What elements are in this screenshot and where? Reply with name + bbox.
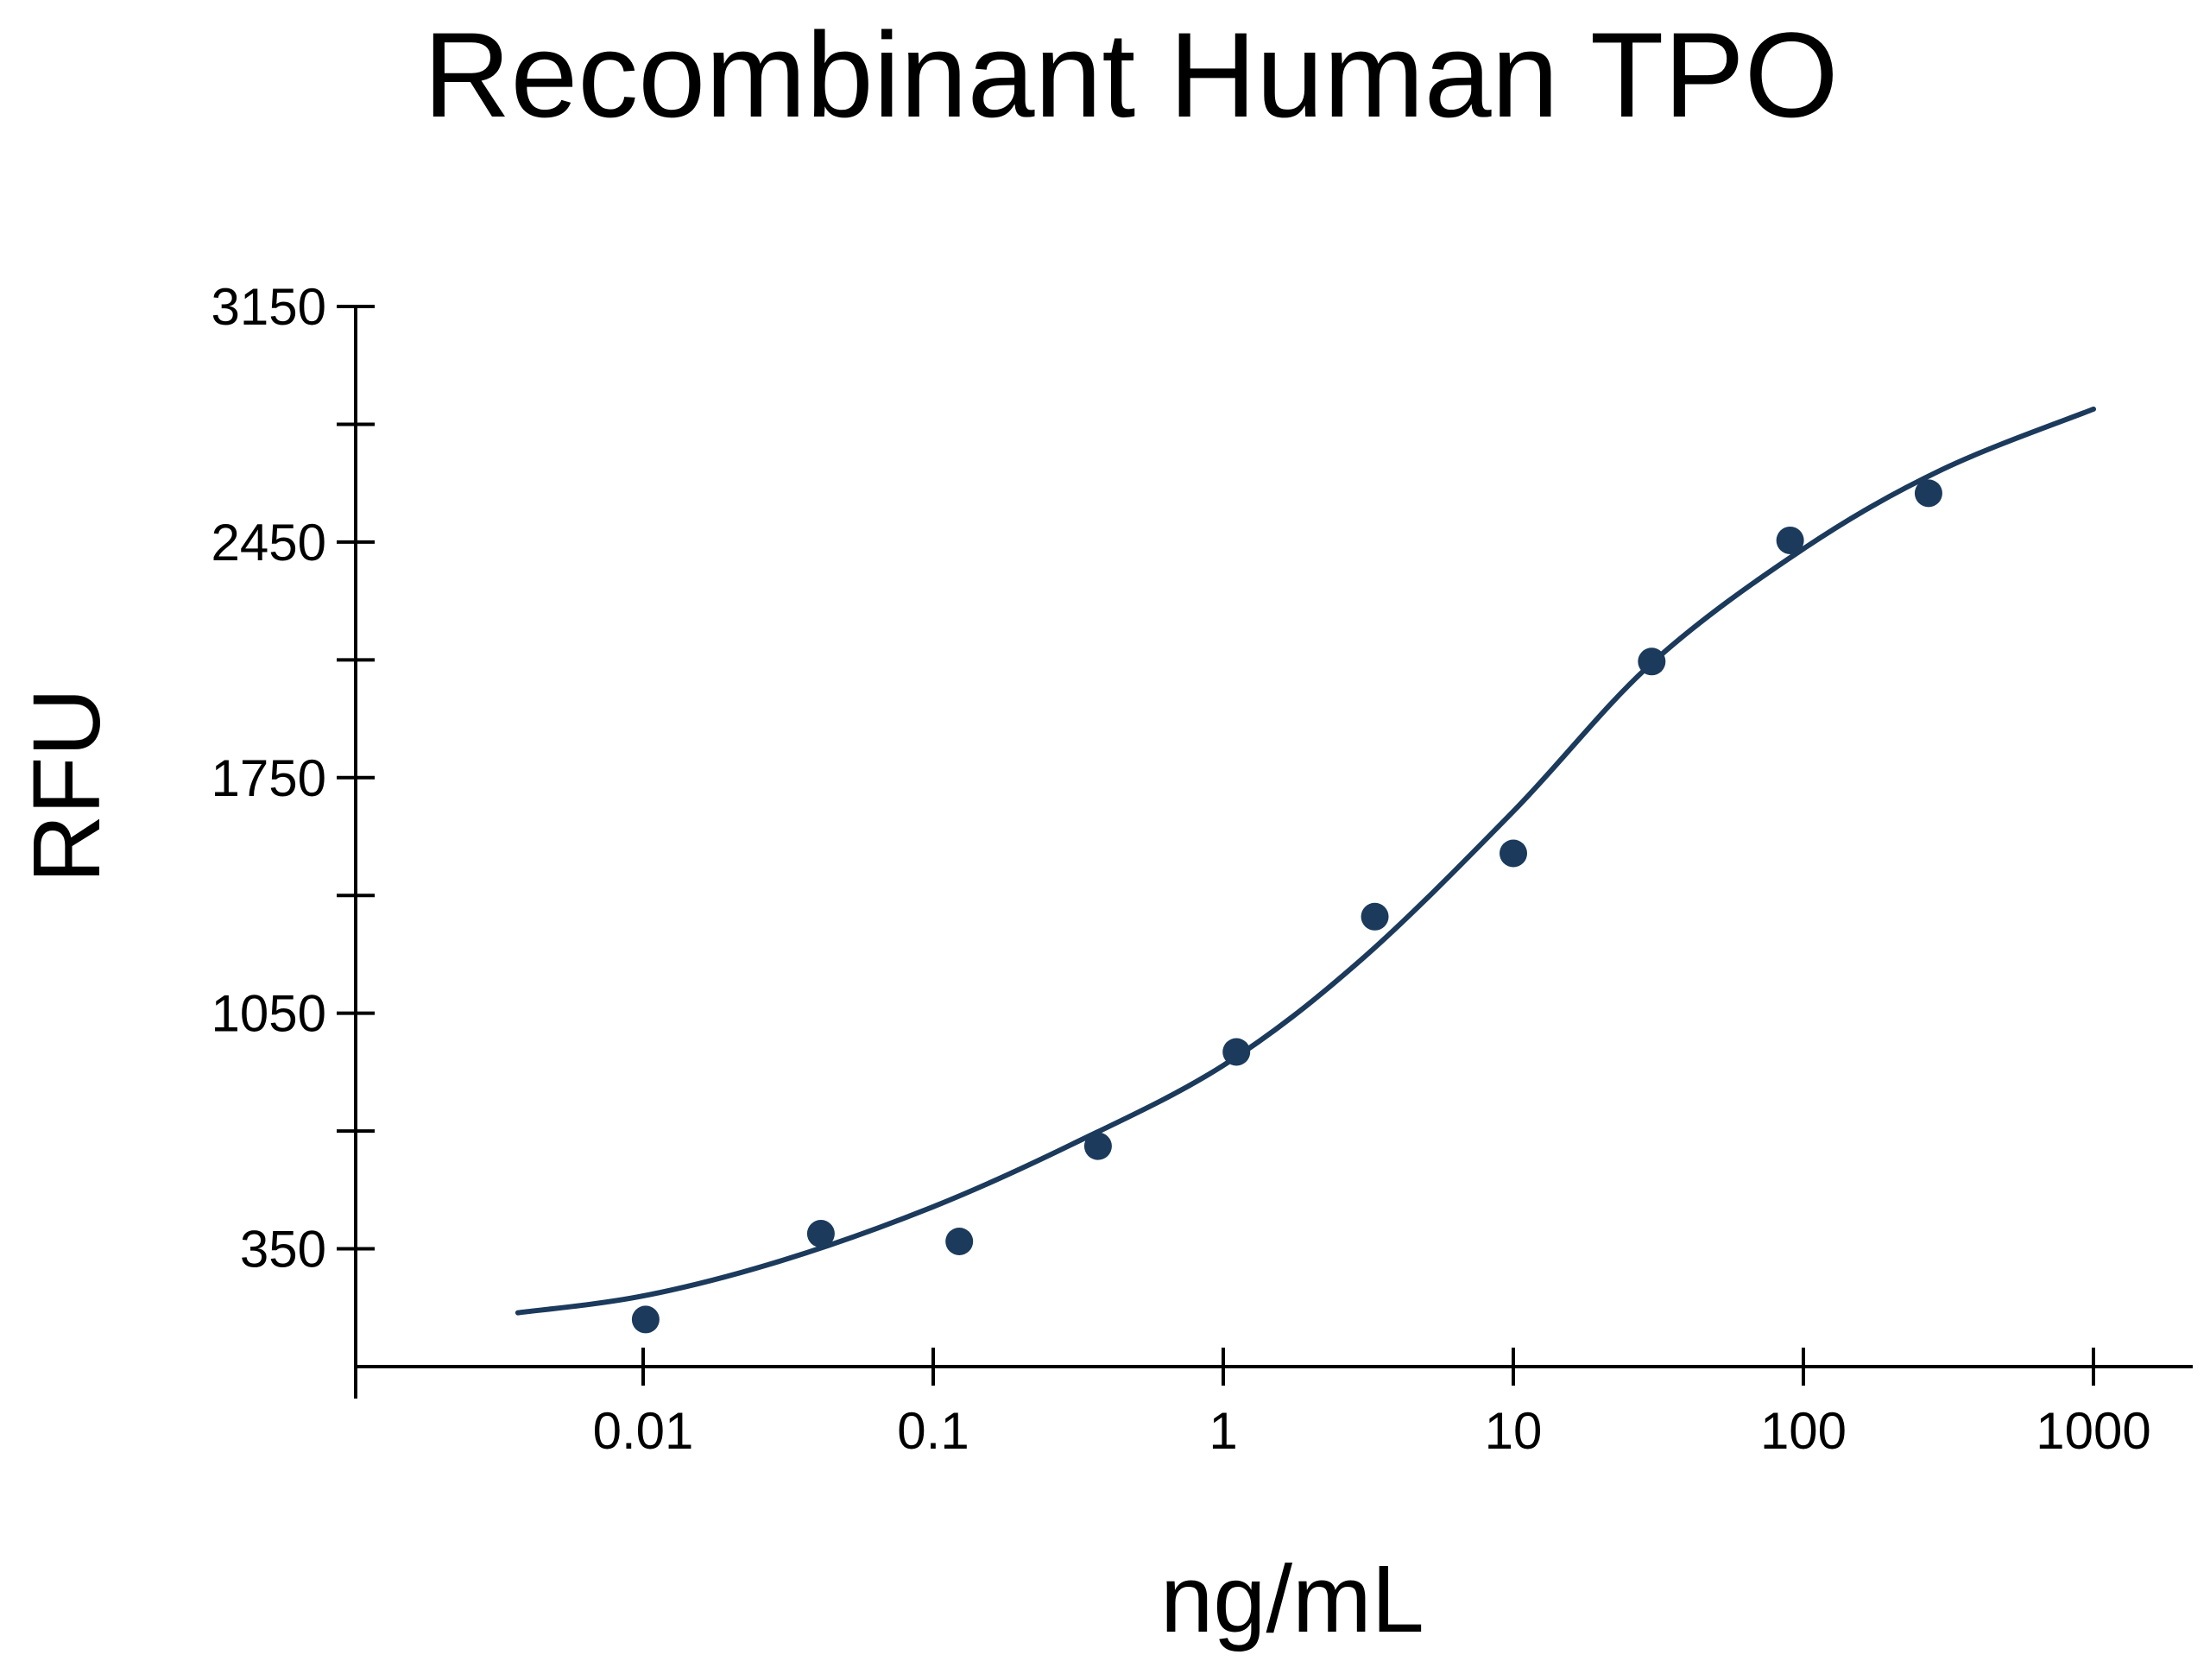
y-tick-label-2: 1050	[212, 985, 326, 1043]
data-point-2	[945, 1227, 974, 1255]
data-points-layer	[631, 479, 1942, 1334]
fit-curve-layer	[515, 406, 2096, 1316]
x-tick-label-0: 0.01	[593, 1402, 694, 1460]
y-tick-label-4: 1750	[212, 749, 326, 807]
y-tick-label-0: 350	[240, 1221, 326, 1279]
fit-curve	[515, 406, 2096, 1316]
x-axis-label: ng/mL	[1160, 1546, 1424, 1652]
y-axis-label: RFU	[14, 688, 120, 883]
data-point-7	[1638, 647, 1666, 676]
x-tick-label-3: 10	[1485, 1402, 1543, 1460]
chart-title: Recombinant Human TPO	[423, 7, 1838, 142]
data-point-8	[1776, 526, 1804, 554]
data-point-5	[1361, 902, 1389, 931]
y-tick-label-6: 2450	[212, 514, 326, 572]
y-ticks: 350 1050 1750 2450 3150	[212, 278, 375, 1279]
data-point-1	[806, 1220, 835, 1248]
x-tick-label-4: 100	[1760, 1402, 1847, 1460]
x-ticks: 0.01 0.1 1 10 100 1000	[593, 1348, 2151, 1460]
y-tick-label-8: 3150	[212, 278, 326, 336]
data-point-6	[1500, 839, 1527, 868]
data-point-4	[1222, 1038, 1251, 1066]
data-point-9	[1914, 479, 1942, 508]
x-tick-label-2: 1	[1209, 1402, 1237, 1460]
data-point-3	[1083, 1132, 1112, 1160]
x-tick-label-1: 0.1	[897, 1402, 969, 1460]
data-point-0	[631, 1305, 660, 1334]
x-tick-label-5: 1000	[2036, 1402, 2150, 1460]
